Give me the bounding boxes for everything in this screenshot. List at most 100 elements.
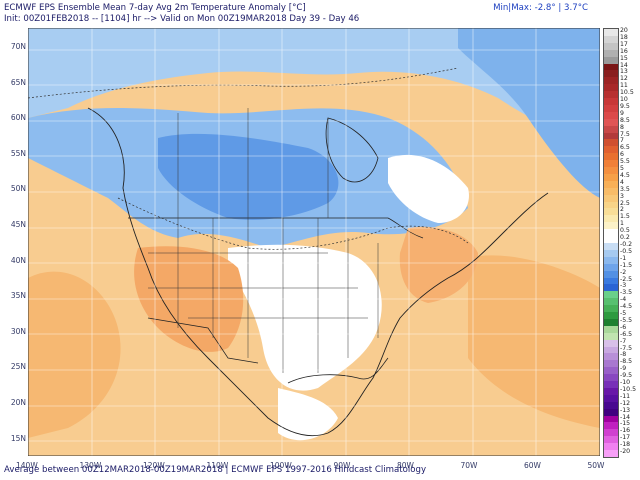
legend-swatch: [604, 132, 618, 140]
legend-swatch: [604, 160, 618, 168]
legend-label: 15: [620, 54, 628, 62]
legend-label: -18: [620, 441, 631, 449]
legend-label: -15: [620, 420, 631, 428]
legend-label: 1: [620, 220, 624, 228]
legend-swatch: [604, 325, 618, 334]
legend-swatch: [604, 401, 618, 410]
legend-label: -16: [620, 427, 631, 435]
legend-label: -7: [620, 337, 627, 345]
us-neutral: [228, 244, 382, 391]
init-valid-line: Init: 00Z01FEB2018 -- [1104] hr --> Vali…: [4, 14, 360, 24]
legend-swatch: [604, 346, 618, 354]
legend-swatch: [604, 70, 618, 78]
legend-label: 16: [620, 47, 628, 55]
legend-label: -5.5: [620, 316, 633, 324]
footer-caption: Average between 00Z12MAR2018-00Z19MAR201…: [4, 465, 427, 475]
legend-label: 17: [620, 40, 628, 48]
legend-swatch: [604, 256, 618, 265]
legend-label: 10: [620, 96, 628, 104]
lat-label: 20N: [10, 398, 26, 407]
map-title: ECMWF EPS Ensemble Mean 7-day Avg 2m Tem…: [4, 3, 306, 13]
legend-label: -6: [620, 323, 627, 331]
lat-label: 25N: [10, 362, 26, 372]
lat-label: 45N: [10, 220, 26, 229]
legend-label: -10.5: [620, 385, 637, 393]
lat-label: 55N: [10, 148, 26, 158]
legend-swatch: [604, 360, 618, 368]
legend-label: 12: [620, 75, 628, 83]
legend-label: -6.5: [620, 330, 633, 338]
lat-label: 65N: [10, 77, 26, 87]
legend-swatch: [604, 374, 618, 382]
legend-swatch: [604, 84, 618, 92]
legend-swatch: [604, 284, 618, 292]
legend-swatch: [604, 277, 618, 285]
legend-label: 1.5: [620, 213, 630, 221]
legend-swatch: [604, 298, 618, 306]
lon-label: 70W: [460, 461, 478, 470]
graticule: [28, 28, 600, 456]
legend-label: 10.5: [620, 89, 634, 97]
legend-label: 9.5: [620, 102, 630, 110]
legend-swatch: [604, 353, 618, 361]
legend-swatch: [604, 146, 618, 154]
legend-swatch: [604, 381, 618, 389]
legend-swatch: [604, 125, 618, 134]
lon-label: 50W: [587, 461, 605, 470]
legend-swatch: [604, 118, 618, 127]
mexico-neutral: [278, 388, 338, 441]
us-canada-border: [128, 217, 424, 239]
legend-label: -4.5: [620, 303, 633, 311]
legend-label: -8.5: [620, 358, 633, 366]
legend-label: 11: [620, 82, 628, 90]
legend-label: -10: [620, 379, 631, 387]
legend-label: 3: [620, 192, 624, 200]
state-borders: [148, 108, 379, 373]
northeast-warm: [399, 226, 478, 303]
legend-label: 7: [620, 137, 624, 145]
legend-label: 8: [620, 123, 624, 131]
lat-label: 15N: [10, 433, 26, 443]
legend-label: 13: [620, 68, 628, 76]
legend-label: -1.5: [620, 261, 633, 269]
legend-swatch: [604, 208, 618, 216]
legend-label: -5: [620, 310, 627, 318]
legend-label: -9: [620, 365, 627, 373]
legend-label: -17: [620, 434, 631, 442]
legend-swatch: [604, 291, 618, 299]
legend-label: 5.5: [620, 158, 630, 166]
greenland-cold: [458, 28, 600, 198]
legend-swatch: [604, 387, 618, 396]
lon-label: 130W: [79, 461, 102, 470]
quebec-neutral: [388, 154, 469, 223]
legend-label: -2: [620, 268, 627, 276]
lon-label: 110W: [206, 461, 229, 470]
legend-label: 4.5: [620, 171, 630, 179]
legend-swatch: [604, 429, 618, 437]
legend-label: -13: [620, 406, 631, 414]
legend-swatch: [604, 222, 618, 230]
legend-label: -14: [620, 413, 631, 421]
legend-label: 0.2: [620, 234, 630, 242]
legend-label: 18: [620, 33, 628, 41]
legend-swatch: [604, 332, 618, 341]
legend-swatch: [604, 180, 618, 189]
legend-swatch: [604, 187, 618, 196]
legend-label: -0.5: [620, 247, 633, 255]
legend-label: 4: [620, 178, 624, 186]
legend-swatch: [604, 236, 618, 244]
lon-label: 60W: [524, 461, 541, 470]
lat-label: 40N: [10, 255, 26, 265]
legend-swatch: [604, 249, 618, 258]
legend-swatch: [604, 443, 618, 451]
lat-label: 35N: [10, 291, 26, 301]
legend-label: 3.5: [620, 185, 630, 193]
legend-swatch: [604, 450, 618, 458]
legend-swatch: [604, 312, 618, 320]
legend-swatch: [604, 42, 618, 51]
legend-label: -7.5: [620, 344, 633, 352]
atlantic-warm-core: [468, 255, 600, 428]
legend-swatch: [604, 98, 618, 106]
north-america-coastline: [87, 107, 549, 437]
legend-label: 6.5: [620, 144, 630, 152]
